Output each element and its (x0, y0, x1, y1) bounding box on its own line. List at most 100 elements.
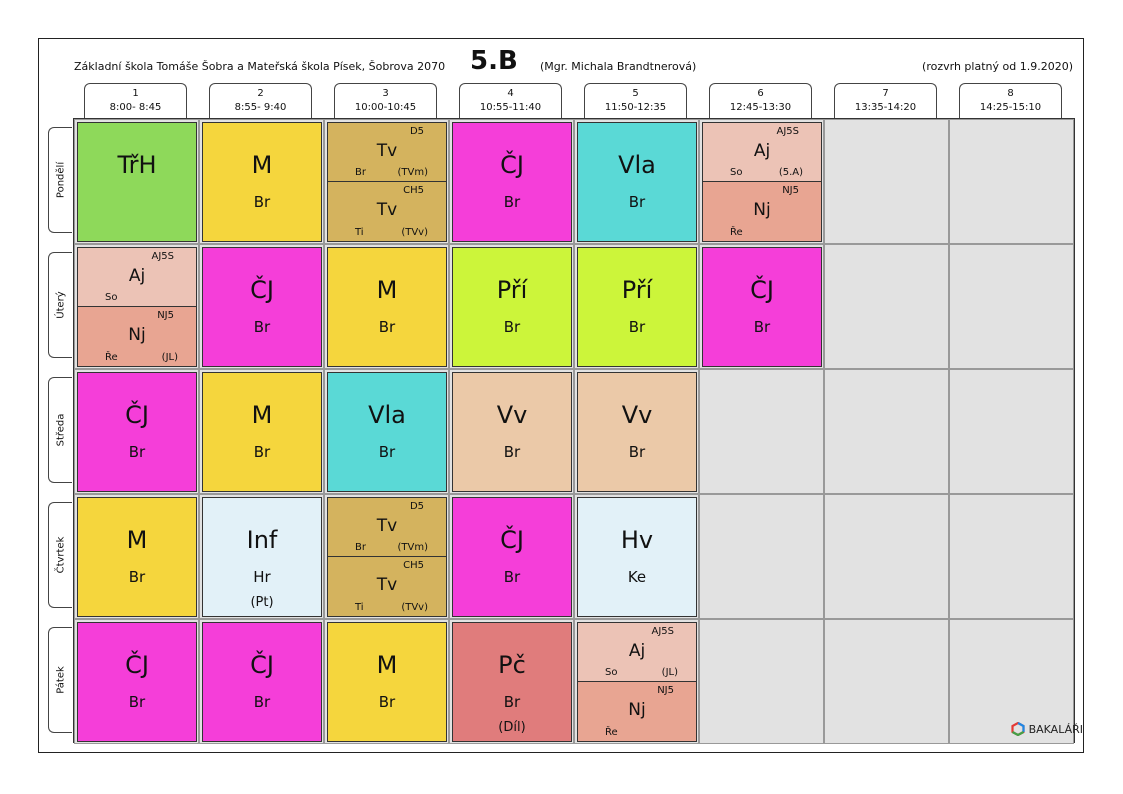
timetable-slot (949, 244, 1074, 369)
lesson-cell[interactable]: ČJ Br (452, 122, 572, 242)
lesson-cell[interactable]: M Br (327, 622, 447, 742)
lesson-cell[interactable]: Inf Hr (Pt) (202, 497, 322, 617)
class-title: 5.B (470, 46, 518, 76)
lesson-group-top[interactable]: D5 Tv Br (TVm) (328, 498, 446, 557)
lesson-cell[interactable]: Vla Br (577, 122, 697, 242)
lesson-subject: Tv (376, 575, 398, 595)
lesson-teacher: Br (628, 193, 646, 211)
lesson-subject: Vv (621, 401, 653, 429)
lesson-teacher: Br (378, 693, 396, 711)
lesson-teacher: Ře (105, 352, 118, 363)
lesson-subject: Aj (128, 266, 146, 286)
lesson-cell[interactable]: ČJ Br (202, 622, 322, 742)
lesson-group-name: AJ5S (776, 126, 800, 137)
lesson-group-name: D5 (409, 126, 424, 137)
lesson-cell[interactable]: AJ5S Aj So (JL) NJ5 Nj Ře (577, 622, 697, 742)
lesson-subject: Tv (376, 516, 398, 536)
lesson-cell[interactable]: AJ5S Aj So (5.A) NJ5 Nj Ře (702, 122, 822, 242)
lesson-subject: ČJ (250, 276, 274, 304)
timetable-slot (949, 494, 1074, 619)
lesson-cell[interactable]: Pří Br (577, 247, 697, 367)
lesson-cell[interactable]: Hv Ke (577, 497, 697, 617)
lesson-group-top[interactable]: AJ5S Aj So (5.A) (703, 123, 821, 182)
lesson-subject: M (126, 526, 148, 554)
period-time: 14:25-15:10 (979, 102, 1042, 113)
lesson-subject: Pč (498, 651, 526, 679)
day-name: Pátek (55, 666, 66, 694)
lesson-cell[interactable]: Vla Br (327, 372, 447, 492)
lesson-room: (TVm) (397, 542, 429, 553)
lesson-subject: M (376, 276, 398, 304)
timetable-slot (824, 119, 949, 244)
lesson-room: (TVm) (397, 167, 429, 178)
lesson-cell[interactable]: D5 Tv Br (TVm) CH5 Tv Ti (TVv) (327, 497, 447, 617)
lesson-teacher: Br (503, 443, 521, 461)
timetable-slot (824, 494, 949, 619)
lesson-cell[interactable]: Pč Br (Díl) (452, 622, 572, 742)
lesson-room: (TVv) (401, 227, 428, 238)
lesson-subject: ČJ (250, 651, 274, 679)
period-header-6: 6 12:45-13:30 (709, 83, 812, 118)
lesson-teacher: Br (503, 693, 521, 711)
period-number: 2 (257, 88, 264, 99)
period-header-2: 2 8:55- 9:40 (209, 83, 312, 118)
lesson-subject: Vla (618, 151, 656, 179)
lesson-subject: Nj (628, 700, 646, 720)
day-name: Středa (55, 413, 66, 447)
lesson-subject: M (376, 651, 398, 679)
lesson-group-top[interactable]: AJ5S Aj So (JL) (578, 623, 696, 682)
lesson-group-bottom[interactable]: CH5 Tv Ti (TVv) (328, 557, 446, 616)
lesson-teacher: So (605, 667, 618, 678)
lesson-cell[interactable]: Pří Br (452, 247, 572, 367)
lesson-group-top[interactable]: D5 Tv Br (TVm) (328, 123, 446, 182)
lesson-teacher: Br (378, 318, 396, 336)
timetable-slot (824, 619, 949, 744)
lesson-cell[interactable]: D5 Tv Br (TVm) CH5 Tv Ti (TVv) (327, 122, 447, 242)
lesson-room: (Pt) (250, 595, 274, 610)
day-label-4: Čtvrtek (48, 502, 72, 608)
lesson-cell[interactable]: M Br (202, 122, 322, 242)
lesson-subject: M (251, 151, 273, 179)
lesson-cell[interactable]: M Br (77, 497, 197, 617)
lesson-teacher: Br (253, 443, 271, 461)
lesson-cell[interactable]: M Br (327, 247, 447, 367)
lesson-cell[interactable]: ČJ Br (202, 247, 322, 367)
lesson-teacher: So (730, 167, 743, 178)
lesson-teacher: Ti (355, 227, 364, 238)
lesson-cell[interactable]: Vv Br (452, 372, 572, 492)
lesson-group-bottom[interactable]: NJ5 Nj Ře (JL) (78, 307, 196, 366)
lesson-cell[interactable]: ČJ Br (77, 372, 197, 492)
lesson-subject: Tv (376, 141, 398, 161)
period-number: 1 (132, 88, 139, 99)
lesson-group-bottom[interactable]: NJ5 Nj Ře (578, 682, 696, 741)
lesson-cell[interactable]: Vv Br (577, 372, 697, 492)
period-header-3: 3 10:00-10:45 (334, 83, 437, 118)
day-name: Čtvrtek (55, 536, 66, 574)
lesson-cell[interactable]: AJ5S Aj So NJ5 Nj Ře (JL) (77, 247, 197, 367)
lesson-group-bottom[interactable]: NJ5 Nj Ře (703, 182, 821, 241)
lesson-teacher: Br (128, 443, 146, 461)
lesson-cell[interactable]: ČJ Br (702, 247, 822, 367)
lesson-subject: Vv (496, 401, 528, 429)
lesson-teacher: Br (128, 693, 146, 711)
lesson-cell[interactable]: ČJ Br (452, 497, 572, 617)
lesson-subject: Inf (246, 526, 278, 554)
day-label-2: Úterý (48, 252, 72, 358)
period-header-4: 4 10:55-11:40 (459, 83, 562, 118)
lesson-group-bottom[interactable]: CH5 Tv Ti (TVv) (328, 182, 446, 241)
lesson-group-name: NJ5 (657, 685, 674, 696)
lesson-cell[interactable]: ČJ Br (77, 622, 197, 742)
lesson-subject: Vla (368, 401, 406, 429)
page-frame (38, 38, 1084, 753)
lesson-cell[interactable]: M Br (202, 372, 322, 492)
lesson-subject: ČJ (750, 276, 774, 304)
period-header-1: 1 8:00- 8:45 (84, 83, 187, 118)
class-teacher: (Mgr. Michala Brandtnerová) (540, 60, 697, 73)
lesson-cell[interactable]: TřH (77, 122, 197, 242)
lesson-teacher: Br (503, 193, 521, 211)
lesson-group-top[interactable]: AJ5S Aj So (78, 248, 196, 307)
lesson-group-name: AJ5S (651, 626, 675, 637)
day-label-5: Pátek (48, 627, 72, 733)
lesson-subject: Pří (496, 276, 528, 304)
period-time: 12:45-13:30 (729, 102, 792, 113)
